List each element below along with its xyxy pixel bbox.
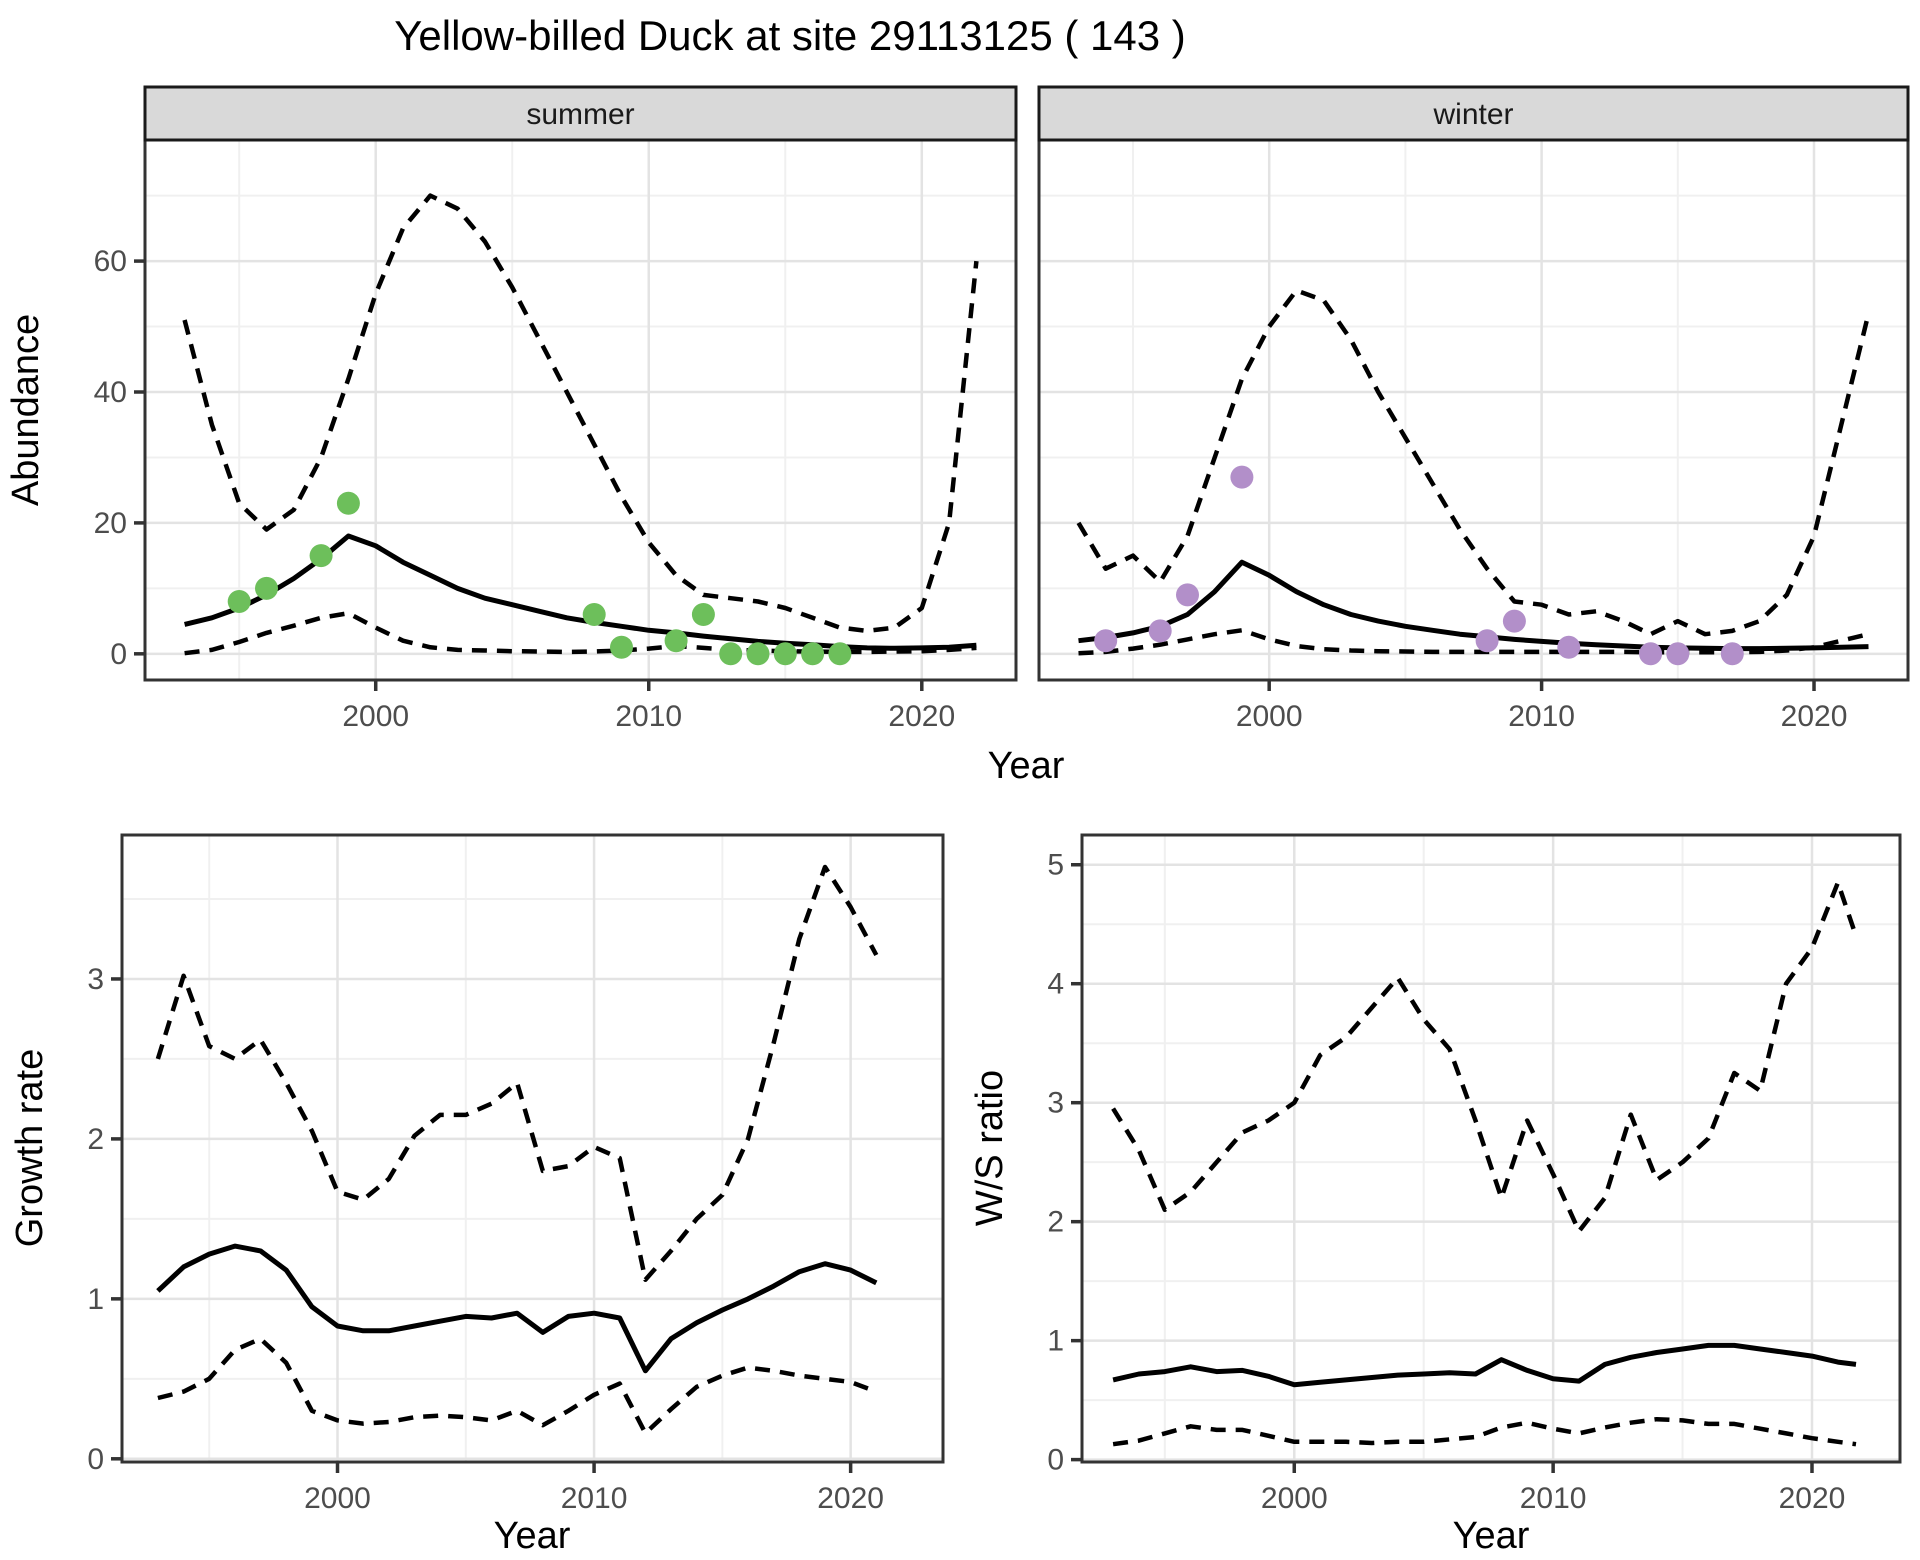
x-tick-label: 2000 <box>342 700 409 733</box>
facet-strip-label: summer <box>526 98 634 131</box>
x-axis-title: Year <box>988 745 1065 787</box>
x-tick-label: 2010 <box>561 1482 628 1515</box>
y-axis-title: Abundance <box>5 314 47 506</box>
y-tick-label: 5 <box>1047 849 1064 882</box>
observed-point <box>610 635 633 659</box>
observed-point <box>746 642 770 666</box>
panel-abundance-summer: summer 2000 2010 2020 0 20 40 60 Year Abundance <box>5 85 1065 787</box>
observed-point <box>255 576 278 600</box>
y-tick-label: 1 <box>87 1283 104 1316</box>
y-tick-label: 0 <box>110 638 127 671</box>
y-tick-label: 40 <box>94 376 127 409</box>
panel-background <box>145 140 1016 680</box>
x-tick-label: 2010 <box>615 700 682 733</box>
observed-point <box>1639 642 1663 666</box>
y-tick-label: 4 <box>1047 968 1064 1001</box>
observed-point <box>1230 465 1254 489</box>
observed-point <box>582 603 606 626</box>
x-tick-label: 2000 <box>304 1482 371 1515</box>
y-tick-label: 1 <box>1047 1325 1064 1358</box>
chart-title: Yellow-billed Duck at site 29113125 ( 14… <box>394 12 1186 59</box>
panel-abundance-winter: winter 2000 2010 2020 <box>1037 85 1910 733</box>
observed-point <box>1557 635 1581 659</box>
line-lower-ci <box>157 1336 878 1436</box>
observed-point <box>336 491 360 515</box>
y-tick-label: 20 <box>94 507 127 540</box>
x-tick-label: 2010 <box>1520 1482 1587 1515</box>
line-lower-ci <box>184 610 977 656</box>
observed-point <box>691 603 715 626</box>
observed-point <box>828 642 852 666</box>
y-tick-label: 2 <box>1047 1206 1064 1239</box>
y-tick-label: 3 <box>1047 1087 1064 1120</box>
observed-point <box>227 590 251 613</box>
y-tick-label: 60 <box>94 245 127 278</box>
observed-point <box>1666 642 1690 666</box>
y-axis-title: Growth rate <box>9 1049 51 1248</box>
observed-point <box>664 629 688 653</box>
y-tick-label: 2 <box>87 1123 104 1156</box>
panel-growth-rate: 2000 2010 2020 0 1 2 3 Year Growth rate <box>9 833 945 1557</box>
panel-background <box>1039 140 1908 680</box>
x-axis-title: Year <box>1453 1515 1530 1557</box>
panel-background <box>122 835 943 1462</box>
y-tick-label: 0 <box>1047 1444 1064 1477</box>
panel-border <box>120 833 945 1464</box>
observed-point <box>309 544 333 568</box>
observed-point <box>773 642 797 666</box>
observed-point <box>1475 629 1499 653</box>
y-axis-title: W/S ratio <box>969 1070 1011 1226</box>
y-tick-label: 3 <box>87 963 104 996</box>
panel-background <box>1082 835 1900 1462</box>
x-tick-label: 2020 <box>1779 1482 1846 1515</box>
observed-point <box>801 642 825 666</box>
x-tick-label: 2010 <box>1508 700 1575 733</box>
line-upper-ci <box>1076 288 1871 637</box>
x-tick-label: 2000 <box>1261 1482 1328 1515</box>
y-tick-label: 0 <box>87 1443 104 1476</box>
observed-point <box>1502 609 1526 633</box>
x-axis-title: Year <box>494 1515 571 1557</box>
panel-ws-ratio: 2000 2010 2020 0 1 2 3 4 5 Year W/S ratio <box>969 833 1902 1557</box>
line-lower-ci <box>1112 1416 1857 1447</box>
x-tick-label: 2020 <box>888 700 955 733</box>
observed-point <box>1094 629 1118 653</box>
x-tick-label: 2020 <box>1781 700 1848 733</box>
line-upper-ci <box>155 864 879 1282</box>
observed-point <box>1720 642 1744 666</box>
observed-point <box>1148 619 1172 643</box>
facet-strip-label: winter <box>1432 98 1513 131</box>
observed-point <box>1176 583 1199 607</box>
facet-strip <box>143 85 1018 142</box>
facet-strip <box>1037 85 1910 142</box>
panel-border <box>1080 833 1902 1464</box>
line-upper-ci <box>1111 880 1859 1234</box>
line-median <box>156 1243 878 1374</box>
line-median <box>1112 1342 1857 1388</box>
x-tick-label: 2000 <box>1236 700 1303 733</box>
observed-point <box>719 642 743 666</box>
x-tick-label: 2020 <box>817 1482 884 1515</box>
line-upper-ci <box>182 193 979 634</box>
